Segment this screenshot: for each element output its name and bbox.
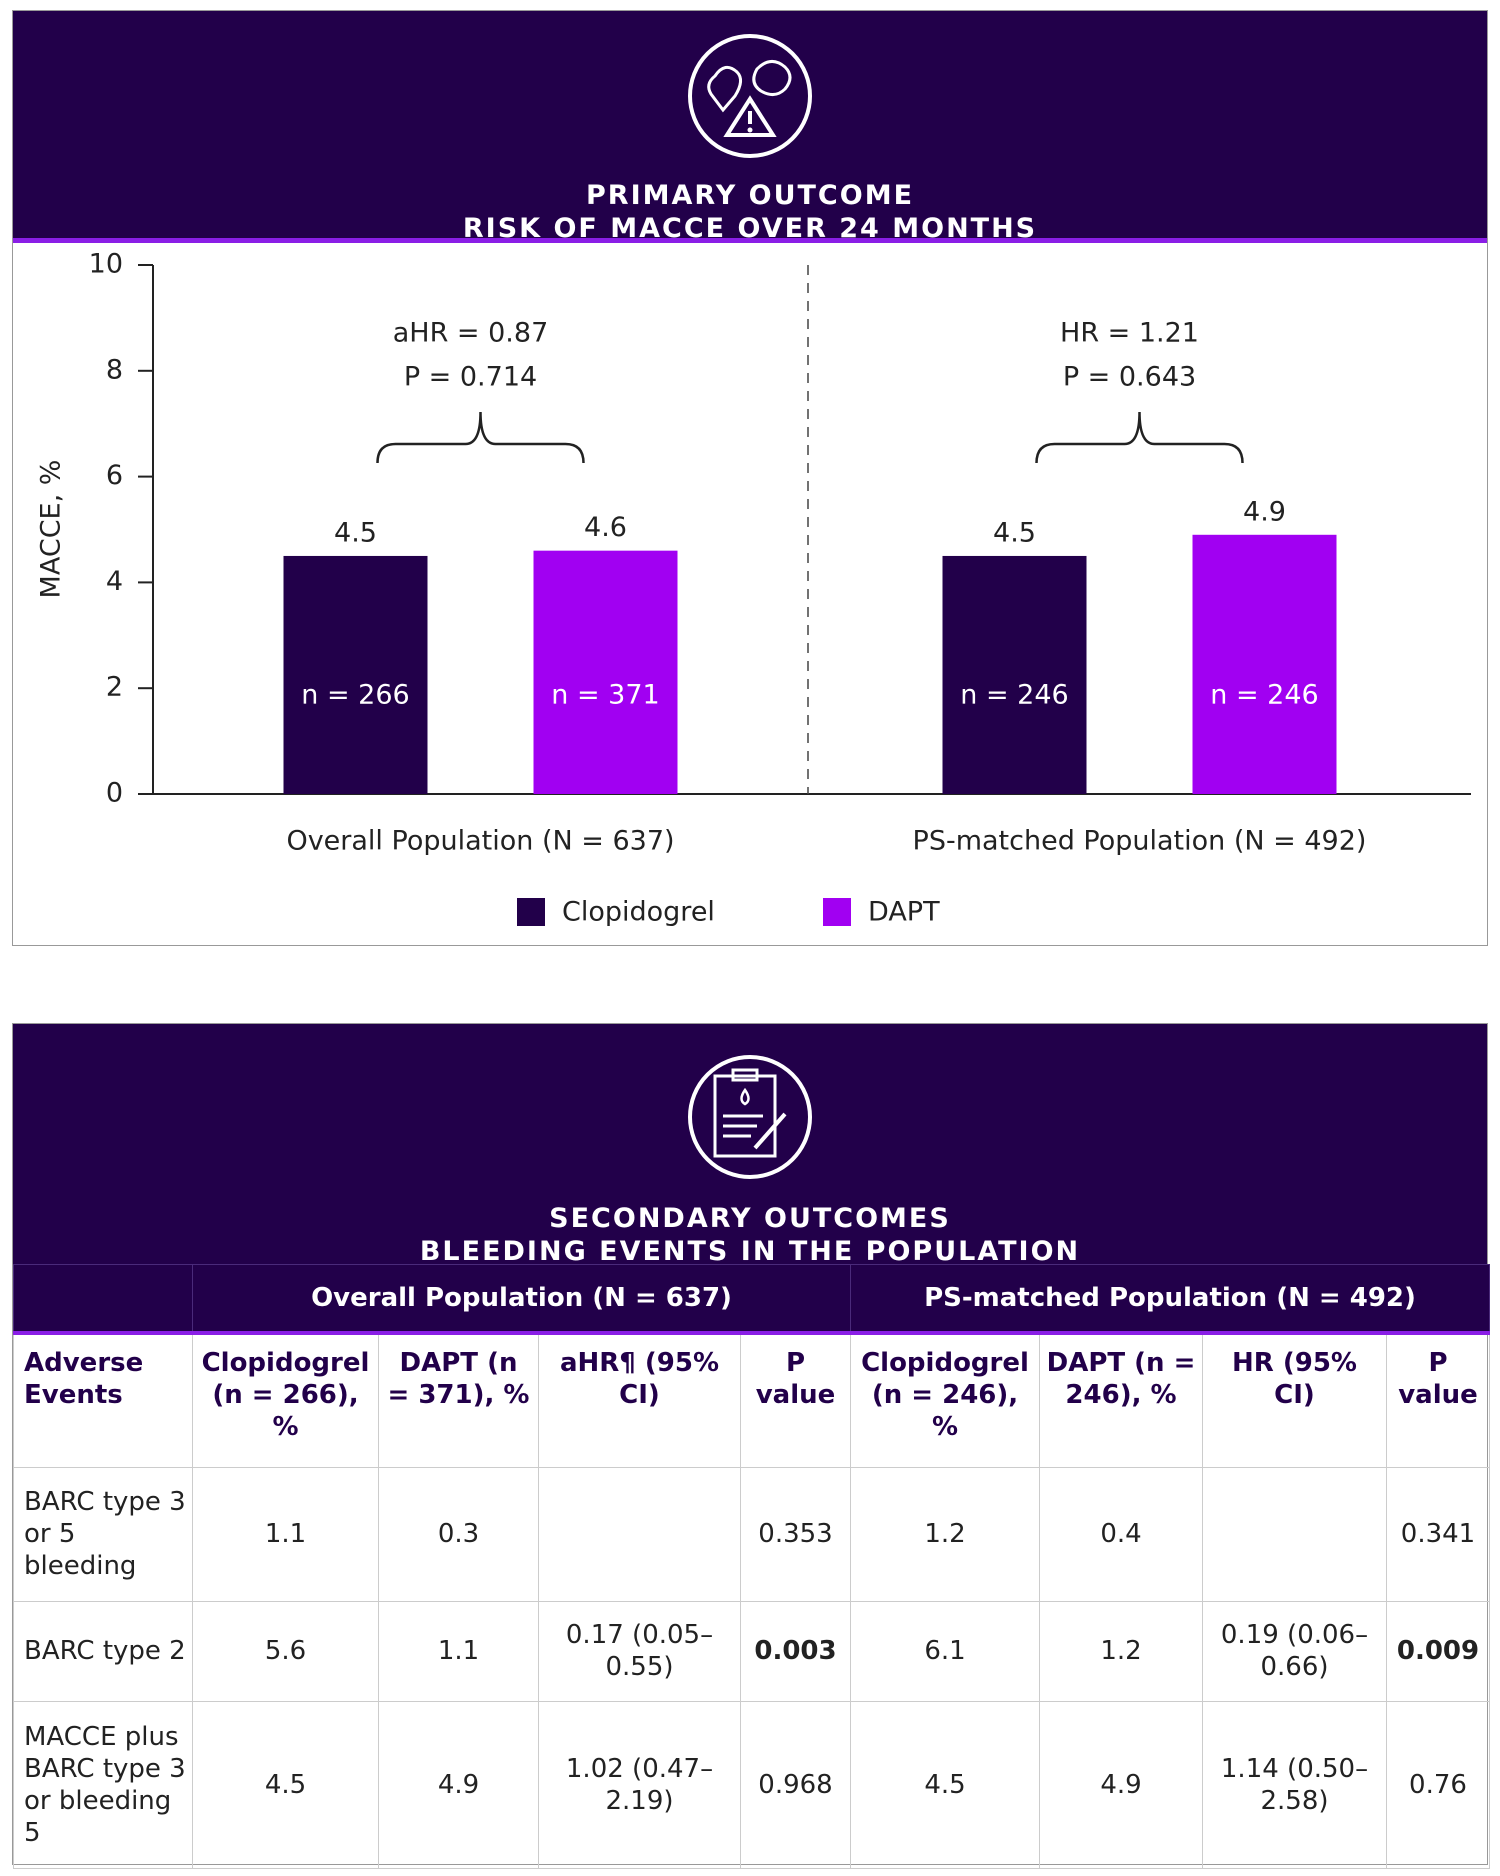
- table-row: MACCE plus BARC type 3 or bleeding 5 4.5 4…: [13, 1700, 1490, 1869]
- title-line: PRIMARY OUTCOME: [585, 180, 915, 211]
- secondary-panel: SECONDARY OUTCOMES BLEEDING EVENTS IN TH…: [12, 1023, 1490, 1869]
- table-cell: 4.9: [378, 1700, 539, 1869]
- value-label: 4.9: [1243, 496, 1286, 527]
- primary-header: PRIMARY OUTCOME RISK OF MACCE OVER 24 MO…: [13, 11, 1487, 244]
- x-tick-label: PS-matched Population (N = 492): [913, 826, 1367, 857]
- value-label: 4.5: [334, 517, 377, 548]
- bar-label: n = 246: [960, 680, 1068, 711]
- table-cell: 1.14 (0.50–2.58): [1202, 1700, 1387, 1869]
- table-cell: 0.003: [740, 1600, 851, 1702]
- table-cell: 0.341: [1386, 1466, 1490, 1602]
- table: Overall Population (N = 637) PS-matched P…: [13, 1264, 1490, 1869]
- column-header: HR (95% CI): [1202, 1332, 1387, 1468]
- bar: [533, 550, 678, 794]
- column-header: DAPT (n = 246), %: [1039, 1332, 1203, 1468]
- legend-swatch: [517, 898, 545, 926]
- column-header: P value: [740, 1332, 851, 1468]
- table-cell: 0.19 (0.06–0.66): [1202, 1600, 1387, 1702]
- table-cell: 0.009: [1386, 1600, 1490, 1702]
- header-cell: [13, 1264, 193, 1335]
- column-header: aHR¶ (95% CI): [538, 1332, 741, 1468]
- value-label: 4.6: [584, 512, 627, 543]
- table-cell: 1.2: [850, 1466, 1040, 1602]
- y-tick-label: 2: [106, 672, 123, 703]
- y-tick-label: 0: [106, 778, 123, 809]
- column-header: Clopidogrel (n = 266), %: [192, 1332, 379, 1468]
- title-line: SECONDARY OUTCOMES: [549, 1203, 951, 1234]
- table-cell: 4.5: [850, 1700, 1040, 1869]
- table-cell: BARC type 3 or 5 bleeding: [13, 1466, 193, 1602]
- header-row: Adverse Events Clopidogrel (n = 266), % DA…: [13, 1332, 1490, 1468]
- column-header: DAPT (n = 371), %: [378, 1332, 539, 1468]
- table-cell: 1.1: [192, 1466, 379, 1602]
- table-cell: 6.1: [850, 1600, 1040, 1702]
- title-line: RISK OF MACCE OVER 24 MONTHS: [462, 213, 1038, 244]
- table-cell: [1202, 1466, 1387, 1602]
- group-header: PS-matched Population (N = 492): [850, 1264, 1490, 1335]
- y-tick-label: 4: [106, 566, 123, 597]
- y-tick-label: 6: [106, 460, 123, 491]
- table-cell: 1.2: [1039, 1600, 1203, 1702]
- group-header: Overall Population (N = 637): [192, 1264, 851, 1335]
- annotation: aHR = 0.87: [393, 318, 549, 349]
- group-header-row: Overall Population (N = 637) PS-matched P…: [13, 1264, 1490, 1335]
- y-axis-label: MACCE, %: [36, 460, 67, 599]
- table-cell: 0.4: [1039, 1466, 1203, 1602]
- secondary-header: SECONDARY OUTCOMES BLEEDING EVENTS IN TH…: [13, 1024, 1487, 1267]
- chart: 0 2 4 6 8 10 MACCE, % Overall Population (N = 6…: [36, 249, 1471, 928]
- bar-label: n = 266: [301, 680, 409, 711]
- bar-label: n = 371: [551, 680, 659, 711]
- annotation: P = 0.643: [1063, 362, 1196, 393]
- annotation: HR = 1.21: [1060, 318, 1199, 349]
- table-cell: 1.02 (0.47–2.19): [538, 1700, 741, 1869]
- column-header: Clopidogrel (n = 246), %: [850, 1332, 1040, 1468]
- table-cell: 4.9: [1039, 1700, 1203, 1869]
- table-cell: BARC type 2: [13, 1600, 193, 1702]
- legend-label: DAPT: [868, 897, 940, 928]
- column-header: Adverse Events: [13, 1332, 193, 1468]
- bar-label: n = 246: [1210, 680, 1318, 711]
- value-label: 4.5: [993, 517, 1036, 548]
- legend-swatch: [823, 898, 851, 926]
- table-row: BARC type 3 or 5 bleeding 1.1 0.3 0.353 1.2 0…: [13, 1466, 1490, 1602]
- bracket: [376, 411, 585, 464]
- y-tick-label: 8: [106, 354, 123, 385]
- table-cell: 0.3: [378, 1466, 539, 1602]
- table-cell: 4.5: [192, 1700, 379, 1869]
- icon: [688, 34, 812, 158]
- icon: [688, 1055, 812, 1179]
- bar: [283, 555, 428, 794]
- table-cell: 0.353: [740, 1466, 851, 1602]
- annotation: P = 0.714: [404, 362, 537, 393]
- table-cell: 0.76: [1386, 1700, 1490, 1869]
- column-header: P value: [1386, 1332, 1490, 1468]
- table-cell: 1.1: [378, 1600, 539, 1702]
- table-cell: MACCE plus BARC type 3 or bleeding 5: [13, 1700, 193, 1869]
- legend-label: Clopidogrel: [562, 897, 715, 928]
- table-cell: 5.6: [192, 1600, 379, 1702]
- table-row: BARC type 2 5.6 1.1 0.17 (0.05–0.55) 0.003 6.…: [13, 1600, 1490, 1702]
- title-line: BLEEDING EVENTS IN THE POPULATION: [419, 1236, 1081, 1267]
- table-cell: 0.968: [740, 1700, 851, 1869]
- bracket: [1035, 411, 1244, 464]
- primary-panel: PRIMARY OUTCOME RISK OF MACCE OVER 24 MO…: [12, 10, 1488, 946]
- table-cell: [538, 1466, 741, 1602]
- bar: [1192, 534, 1337, 794]
- table-cell: 0.17 (0.05–0.55): [538, 1600, 741, 1702]
- y-tick-label: 10: [89, 249, 123, 280]
- x-tick-label: Overall Population (N = 637): [286, 826, 674, 857]
- bar: [942, 555, 1087, 794]
